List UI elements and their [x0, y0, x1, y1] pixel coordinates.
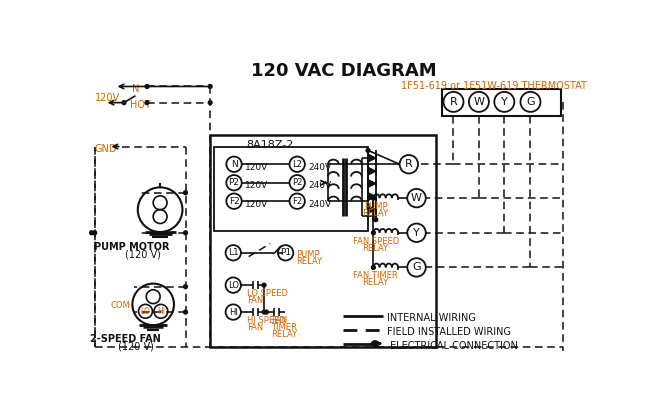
Circle shape: [90, 231, 94, 235]
Text: INTERNAL WIRING: INTERNAL WIRING: [387, 313, 476, 323]
Text: HOT: HOT: [131, 100, 151, 110]
Circle shape: [208, 101, 212, 105]
Bar: [214, 147, 368, 231]
Polygon shape: [368, 193, 376, 200]
Text: RELAY: RELAY: [362, 243, 388, 253]
Text: PUMP: PUMP: [295, 251, 320, 259]
Text: 120V: 120V: [245, 163, 268, 172]
Text: FIELD INSTALLED WIRING: FIELD INSTALLED WIRING: [387, 327, 511, 337]
Circle shape: [262, 310, 266, 314]
Circle shape: [184, 231, 188, 235]
Text: (120 V): (120 V): [125, 250, 161, 260]
Circle shape: [262, 283, 266, 287]
Text: F2: F2: [292, 197, 302, 206]
Text: 1F51-619 or 1F51W-619 THERMOSTAT: 1F51-619 or 1F51W-619 THERMOSTAT: [401, 81, 586, 91]
Circle shape: [145, 101, 149, 105]
Polygon shape: [368, 206, 376, 214]
Text: 240V: 240V: [308, 181, 331, 190]
Text: ELECTRICAL CONNECTION: ELECTRICAL CONNECTION: [389, 341, 517, 351]
Circle shape: [265, 310, 268, 314]
Circle shape: [122, 101, 126, 105]
Circle shape: [374, 218, 378, 222]
Text: N: N: [132, 84, 139, 94]
Circle shape: [184, 310, 188, 314]
Text: L2: L2: [292, 160, 302, 169]
Text: RELAY: RELAY: [295, 257, 322, 266]
Circle shape: [208, 85, 212, 88]
Text: PUMP: PUMP: [364, 202, 388, 211]
Text: RELAY: RELAY: [362, 209, 388, 218]
Text: W: W: [474, 97, 484, 107]
Text: L1: L1: [228, 248, 239, 257]
Text: COM: COM: [111, 301, 130, 310]
Text: LO SPEED: LO SPEED: [247, 289, 288, 298]
Text: 120V: 120V: [245, 200, 268, 209]
Polygon shape: [368, 154, 376, 162]
Circle shape: [366, 148, 370, 152]
Circle shape: [371, 196, 375, 200]
Text: HI: HI: [157, 307, 165, 316]
Polygon shape: [368, 180, 376, 187]
Text: FAN TIMER: FAN TIMER: [352, 271, 397, 280]
Text: P2: P2: [228, 178, 240, 187]
Text: 8A18Z-2: 8A18Z-2: [247, 140, 294, 150]
Circle shape: [371, 266, 375, 269]
Text: LO: LO: [228, 281, 239, 290]
Text: HI SPEED: HI SPEED: [247, 316, 286, 325]
Circle shape: [371, 231, 375, 235]
Text: G: G: [412, 262, 421, 272]
Text: W: W: [411, 193, 422, 203]
Circle shape: [371, 341, 377, 347]
Text: Y: Y: [413, 228, 420, 238]
Text: P2: P2: [292, 178, 302, 187]
Text: R: R: [450, 97, 458, 107]
Text: (120 V): (120 V): [119, 341, 154, 352]
Text: LO: LO: [141, 307, 151, 316]
Circle shape: [145, 85, 149, 88]
Text: FAN SPEED: FAN SPEED: [352, 237, 399, 246]
Circle shape: [184, 191, 188, 195]
Text: PUMP MOTOR: PUMP MOTOR: [94, 242, 170, 252]
Text: R: R: [405, 159, 413, 169]
Text: HI: HI: [229, 308, 238, 317]
Text: 120 VAC DIAGRAM: 120 VAC DIAGRAM: [251, 62, 436, 80]
Text: GND: GND: [94, 144, 117, 154]
Text: TIMER: TIMER: [271, 323, 297, 332]
Bar: [210, 135, 436, 347]
Text: 240V: 240V: [308, 200, 331, 209]
Text: FAN: FAN: [247, 323, 263, 332]
Text: 120V: 120V: [94, 93, 120, 103]
Circle shape: [92, 231, 96, 235]
Text: N: N: [230, 160, 237, 169]
Text: F2: F2: [228, 197, 239, 206]
Circle shape: [184, 285, 188, 289]
Text: P1: P1: [280, 248, 291, 257]
Text: RELAY: RELAY: [271, 330, 297, 339]
Text: FAN: FAN: [271, 316, 287, 325]
Text: RELAY: RELAY: [362, 278, 388, 287]
Text: 2-SPEED FAN: 2-SPEED FAN: [90, 334, 161, 344]
Text: FAN: FAN: [247, 296, 263, 305]
Text: 240V: 240V: [308, 163, 331, 172]
Text: Y: Y: [501, 97, 508, 107]
Text: G: G: [526, 97, 535, 107]
Text: 120V: 120V: [245, 181, 268, 190]
Polygon shape: [368, 167, 376, 175]
Bar: [442, 89, 561, 116]
